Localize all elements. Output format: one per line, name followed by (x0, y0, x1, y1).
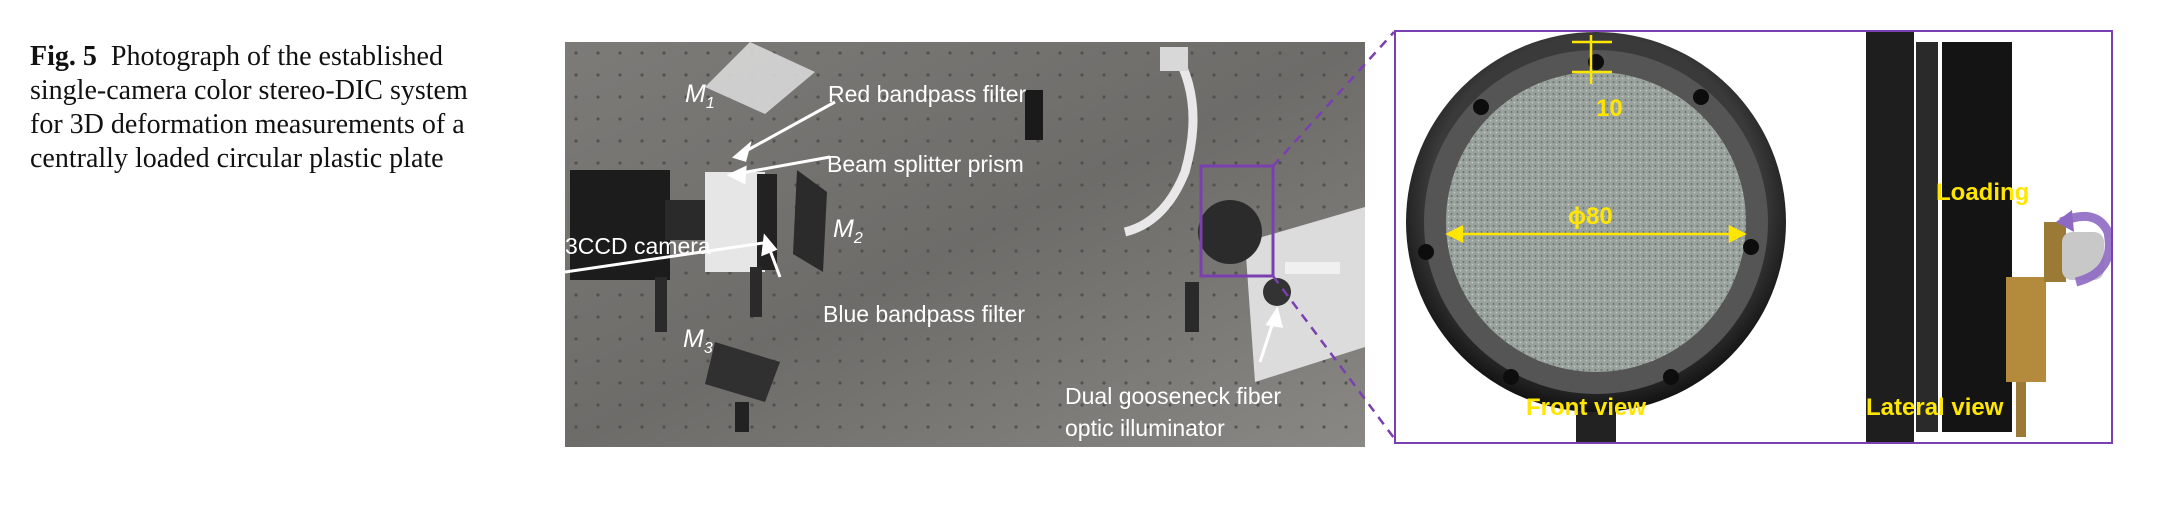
label-camera: 3CCD camera (565, 233, 711, 259)
label-red-filter: Red bandpass filter (828, 81, 1027, 107)
front-view-label: Front view (1526, 394, 1646, 421)
setup-photograph: M1 Red bandpass filter Beam splitter pri… (565, 42, 1365, 447)
zoom-region-box (1199, 164, 1275, 278)
lateral-view-label: Lateral view (1866, 394, 2004, 421)
figure-label: Fig. 5 (30, 41, 97, 72)
figure-caption-text: Photograph of the established single-cam… (30, 41, 468, 174)
label-m1: M1 (685, 80, 715, 112)
label-blue-filter: Blue bandpass filter (823, 301, 1025, 327)
figure-caption: Fig. 5 Photograph of the established sin… (30, 40, 500, 176)
loading-arrow (2059, 211, 2111, 287)
label-beam-splitter: Beam splitter prism (827, 151, 1024, 177)
specimen-inset-graphic: 10 ϕ80 Front view Loading Lateral view (1406, 32, 2111, 442)
dim-small-label: 10 (1596, 95, 1623, 122)
setup-photo-graphic: M1 Red bandpass filter Beam splitter pri… (565, 42, 1365, 447)
speckle-plate (1446, 72, 1746, 372)
dim-diameter-label: ϕ80 (1568, 203, 1613, 230)
label-illuminator-line2: optic illuminator (1065, 415, 1225, 441)
label-illuminator-line1: Dual gooseneck fiber (1065, 383, 1281, 409)
dimension-marks (1445, 35, 1747, 244)
label-m2: M2 (833, 215, 863, 247)
loading-label: Loading (1936, 179, 2029, 206)
lateral-fixture (1866, 32, 2104, 442)
specimen-inset: 10 ϕ80 Front view Loading Lateral view (1394, 30, 2113, 444)
label-m3: M3 (683, 325, 713, 357)
